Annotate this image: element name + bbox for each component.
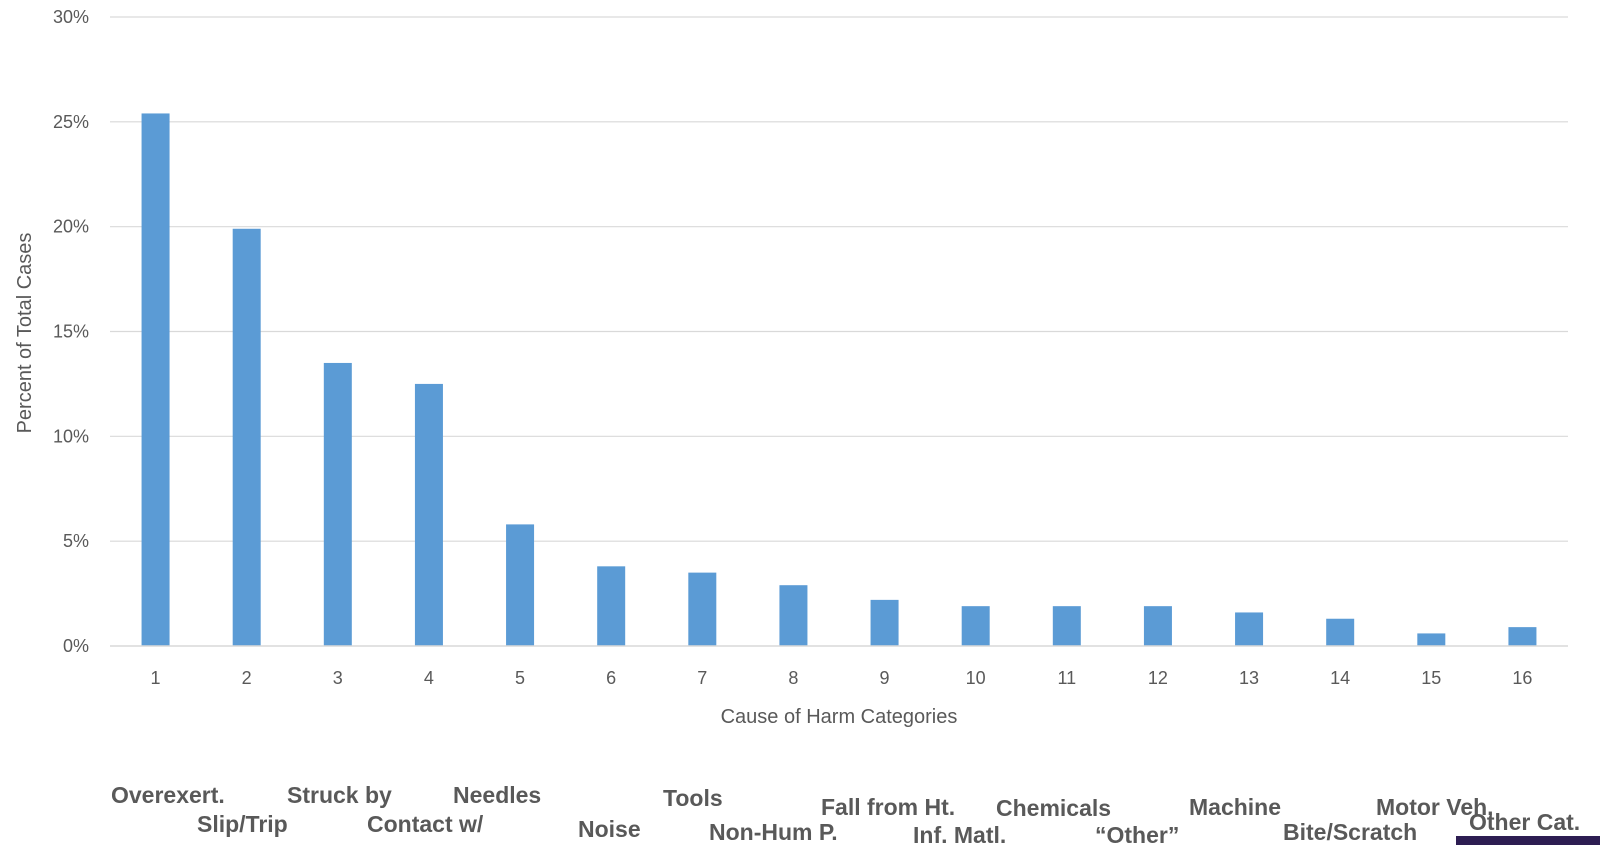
bar — [870, 599, 899, 646]
category-name-label: Needles — [453, 782, 542, 808]
y-tick-label: 10% — [53, 426, 89, 446]
bar — [414, 383, 443, 646]
x-tick-label: 16 — [1512, 668, 1532, 688]
y-axis-title: Percent of Total Cases — [14, 233, 36, 434]
x-tick-labels: 1 2 3 4 5 6 7 8 9 10 11 12 13 14 15 16 — [151, 668, 1533, 688]
category-name-label: “Other” — [1095, 822, 1180, 848]
bar — [1326, 618, 1355, 646]
x-tick-label: 15 — [1421, 668, 1441, 688]
category-name-label: Slip/Trip — [197, 811, 288, 837]
category-name-label: Inf. Matl. — [913, 822, 1007, 848]
x-tick-label: 4 — [424, 668, 434, 688]
x-tick-label: 6 — [606, 668, 616, 688]
x-tick-label: 2 — [242, 668, 252, 688]
bar — [961, 606, 990, 646]
category-name-label: Tools — [663, 785, 723, 811]
category-name-label: Chemicals — [996, 795, 1112, 821]
x-tick-label: 11 — [1057, 668, 1076, 688]
gridlines — [110, 16, 1568, 542]
bars — [141, 113, 1537, 647]
category-name-label: Struck by — [287, 782, 392, 808]
category-name-label: Bite/Scratch — [1283, 819, 1418, 845]
y-tick-label: 30% — [53, 7, 89, 27]
y-tick-label: 0% — [63, 636, 89, 656]
category-name-label: Noise — [578, 816, 641, 842]
category-name-label: Overexert. — [111, 782, 225, 808]
x-tick-label: 13 — [1239, 668, 1259, 688]
category-name-label: Motor Veh. — [1376, 794, 1494, 820]
y-tick-label: 20% — [53, 217, 89, 237]
x-tick-label: 5 — [515, 668, 525, 688]
x-tick-label: 14 — [1330, 668, 1350, 688]
x-tick-label: 3 — [333, 668, 343, 688]
y-tick-label: 5% — [63, 531, 89, 551]
bar — [1235, 612, 1264, 646]
bar-chart: 0%5%10%15%20%25%30% 1 2 3 4 5 6 7 8 9 10 11 12 13 14 1… — [14, 7, 1568, 728]
bar — [597, 566, 626, 646]
y-tick-label: 25% — [53, 112, 89, 132]
footer-accent-bar — [1456, 836, 1600, 845]
bar — [323, 362, 352, 646]
bar — [1417, 633, 1446, 646]
bar — [779, 585, 808, 646]
bar — [688, 572, 717, 646]
category-name-label: Contact w/ — [367, 811, 484, 837]
category-name-label: Other Cat. — [1469, 809, 1581, 835]
bar — [1052, 606, 1081, 646]
y-tick-labels: 0% 5% 10% 15% 20% 25% 30% — [53, 7, 89, 656]
x-axis-title: Cause of Harm Categories — [721, 706, 958, 728]
category-name-label: Fall from Ht. — [821, 794, 956, 820]
x-tick-label: 10 — [966, 668, 986, 688]
x-tick-label: 12 — [1148, 668, 1168, 688]
bar — [1143, 606, 1172, 646]
category-name-label: Non-Hum P. — [709, 819, 838, 845]
x-tick-label: 9 — [880, 668, 890, 688]
bar — [506, 524, 535, 646]
bar — [1508, 627, 1537, 646]
y-tick-label: 15% — [53, 322, 89, 342]
x-tick-label: 8 — [788, 668, 798, 688]
x-tick-label: 7 — [697, 668, 707, 688]
bar — [141, 113, 170, 647]
bar — [232, 228, 261, 646]
x-tick-label: 1 — [151, 668, 161, 688]
category-name-label: Machine — [1189, 794, 1282, 820]
